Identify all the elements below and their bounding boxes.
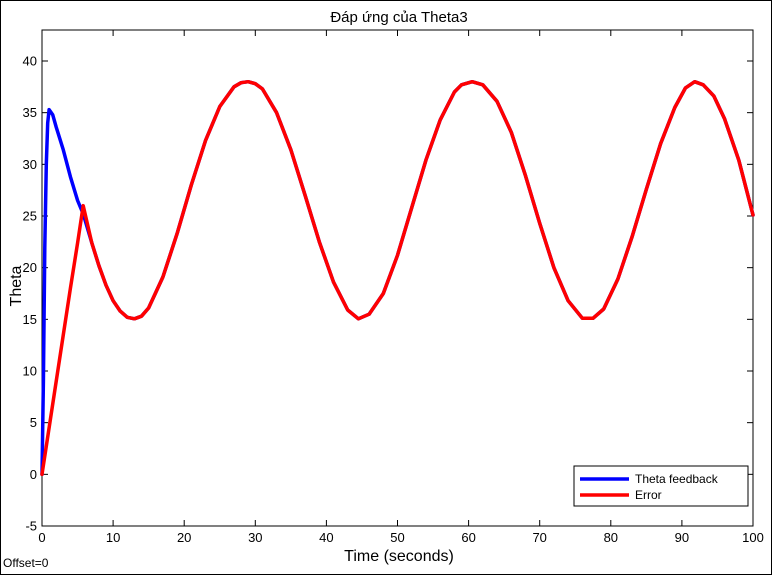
legend-label-error: Error	[635, 488, 662, 502]
y-tick-label: 5	[30, 415, 37, 430]
x-tick-label: 90	[675, 530, 689, 545]
x-tick-label: 50	[390, 530, 404, 545]
y-tick-label: 20	[23, 260, 37, 275]
y-axis-label: Theta	[8, 265, 25, 306]
x-tick-label: 20	[177, 530, 191, 545]
x-tick-label: 100	[742, 530, 764, 545]
series-group	[40, 79, 755, 477]
x-tick-label: 60	[461, 530, 475, 545]
x-tick-label: 80	[604, 530, 618, 545]
x-tick-label: 70	[532, 530, 546, 545]
y-tick-label: 10	[23, 364, 37, 379]
x-tick-label: 40	[319, 530, 333, 545]
y-tick-label: 0	[30, 467, 37, 482]
y-tick-label: 40	[23, 54, 37, 69]
legend-label-theta-feedback: Theta feedback	[635, 472, 719, 486]
series-line-error	[40, 79, 755, 477]
x-tick-label: 0	[38, 530, 45, 545]
x-tick-label: 30	[248, 530, 262, 545]
legend: Theta feedback Error	[573, 465, 749, 507]
x-tick-label: 10	[106, 530, 120, 545]
chart-title: Đáp ứng của Theta3	[330, 9, 467, 26]
y-tick-label: 30	[23, 157, 37, 172]
legend-box	[573, 465, 749, 507]
y-tick-label: 35	[23, 105, 37, 120]
y-tick-label: 15	[23, 312, 37, 327]
plot-area	[41, 29, 754, 527]
offset-annotation: Offset=0	[3, 556, 49, 570]
y-tick-label: -5	[25, 519, 37, 534]
x-axis-label: Time (seconds)	[344, 548, 454, 565]
y-tick-label: 25	[23, 209, 37, 224]
